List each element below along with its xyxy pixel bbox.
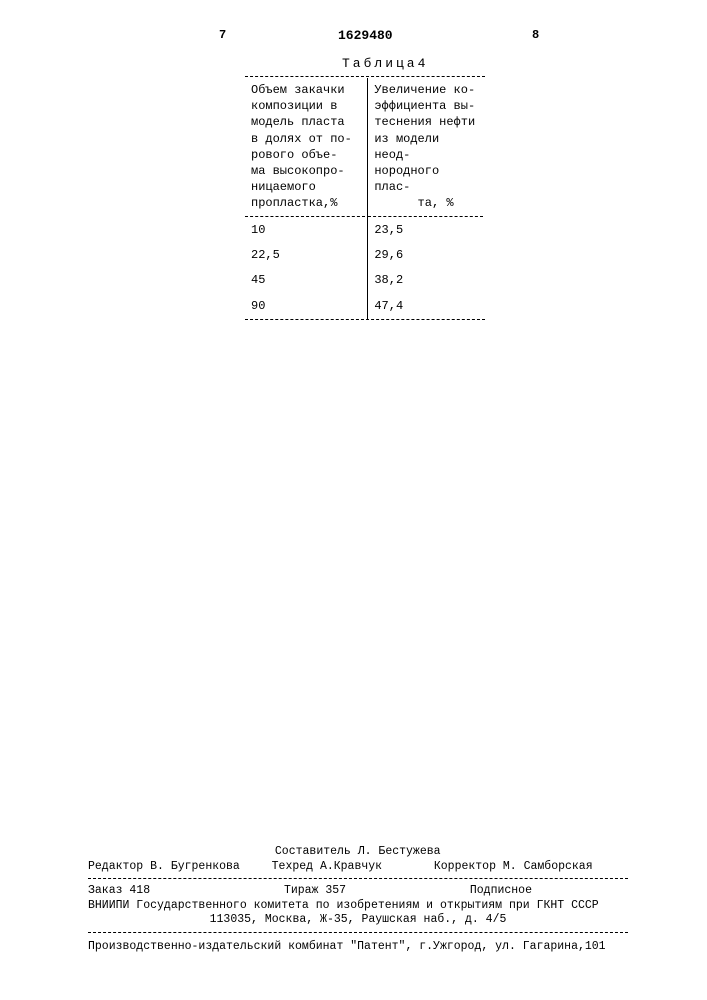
corrector-text: Корректор М. Самборская xyxy=(434,860,593,873)
table4-cell-c1: 90 xyxy=(245,294,368,319)
table4-col1-header-text: Объем закачкикомпозиции вмодель пластав … xyxy=(251,83,352,210)
table4-cell-c2: 23,5 xyxy=(368,218,485,243)
compiler-text: Составитель Л. Бестужева xyxy=(275,845,441,858)
prod-text: Производственно-издательский комбинат "П… xyxy=(88,940,606,953)
tirazh-text: Тираж 357 xyxy=(284,884,346,897)
page-col-left: 7 xyxy=(219,28,226,42)
footer-credits-line1: Составитель Л. Бестужева xyxy=(88,845,628,860)
table4-row: 10 23,5 xyxy=(245,218,485,243)
techred-text: Техред А.Кравчук xyxy=(272,860,382,873)
table4-row: 90 47,4 xyxy=(245,294,485,319)
table4-col1-header: Объем закачкикомпозиции вмодель пластав … xyxy=(245,78,368,216)
page-col-right: 8 xyxy=(532,28,539,42)
podpis-text: Подписное xyxy=(470,884,532,897)
table4-cell-c2: 29,6 xyxy=(368,243,485,268)
addr-text: 113035, Москва, Ж-35, Раушская наб., д. … xyxy=(210,913,507,926)
footer-divider-1 xyxy=(88,878,628,879)
table4-row: 45 38,2 xyxy=(245,268,485,293)
footer-vniipi-line: ВНИИПИ Государственного комитета по изоб… xyxy=(88,899,628,914)
footer-credits-line2: Редактор В. Бугренкова Техред А.Кравчук … xyxy=(88,860,628,875)
editor-text: Редактор В. Бугренкова xyxy=(88,860,240,873)
footer-addr-line: 113035, Москва, Ж-35, Раушская наб., д. … xyxy=(88,913,628,928)
page-root: 7 1629480 8 Таблица4 Объем закачкикомпоз… xyxy=(0,0,707,1000)
table4-cell-c2: 38,2 xyxy=(368,268,485,293)
footer-prod-line: Производственно-издательский комбинат "П… xyxy=(88,940,628,955)
table4-cell-c1: 10 xyxy=(245,218,368,243)
table4-cell-c1: 45 xyxy=(245,268,368,293)
table4-bottom-border xyxy=(245,319,485,321)
table4: Объем закачкикомпозиции вмодель пластав … xyxy=(245,76,485,321)
table4-cell-c1: 22,5 xyxy=(245,243,368,268)
footer-divider-2 xyxy=(88,932,628,933)
order-text: Заказ 418 xyxy=(88,884,150,897)
vniipi-text: ВНИИПИ Государственного комитета по изоб… xyxy=(88,899,599,912)
table4-caption: Таблица4 xyxy=(342,56,428,71)
table4-col2-header-text: Увеличение ко-эффициента вы-теснения неф… xyxy=(374,83,475,210)
table4-cell-c2: 47,4 xyxy=(368,294,485,319)
document-number: 1629480 xyxy=(338,28,393,43)
footer-order-line: Заказ 418 Тираж 357 Подписное xyxy=(88,884,628,899)
table4-row: 22,5 29,6 xyxy=(245,243,485,268)
table4-col2-header: Увеличение ко-эффициента вы-теснения неф… xyxy=(368,78,485,216)
